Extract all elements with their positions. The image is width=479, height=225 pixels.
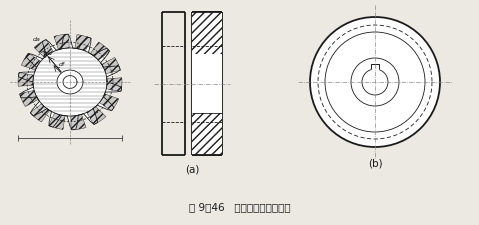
Polygon shape — [102, 57, 120, 74]
Polygon shape — [18, 34, 122, 130]
Text: df: df — [59, 63, 65, 68]
Circle shape — [310, 17, 440, 147]
Polygon shape — [20, 90, 38, 106]
Polygon shape — [91, 42, 110, 60]
Polygon shape — [87, 107, 106, 125]
Polygon shape — [48, 113, 65, 129]
Polygon shape — [100, 94, 119, 111]
Bar — [192, 12, 222, 54]
Text: (b): (b) — [368, 159, 382, 169]
Polygon shape — [106, 78, 122, 92]
Text: (a): (a) — [185, 165, 199, 175]
Text: 图 9－46   直齿圆柱齿轮的画法: 图 9－46 直齿圆柱齿轮的画法 — [189, 202, 291, 212]
Polygon shape — [63, 76, 77, 88]
Circle shape — [362, 69, 388, 95]
Bar — [192, 113, 222, 155]
Text: da: da — [33, 37, 40, 43]
Bar — [371, 64, 379, 69]
Polygon shape — [18, 72, 34, 86]
Bar — [192, 54, 222, 113]
Text: d: d — [47, 51, 52, 56]
Polygon shape — [54, 34, 69, 50]
Circle shape — [351, 58, 399, 106]
Polygon shape — [22, 53, 41, 70]
Polygon shape — [75, 35, 91, 51]
Polygon shape — [34, 39, 53, 57]
Polygon shape — [71, 114, 86, 130]
Polygon shape — [30, 104, 50, 122]
Polygon shape — [57, 70, 83, 94]
